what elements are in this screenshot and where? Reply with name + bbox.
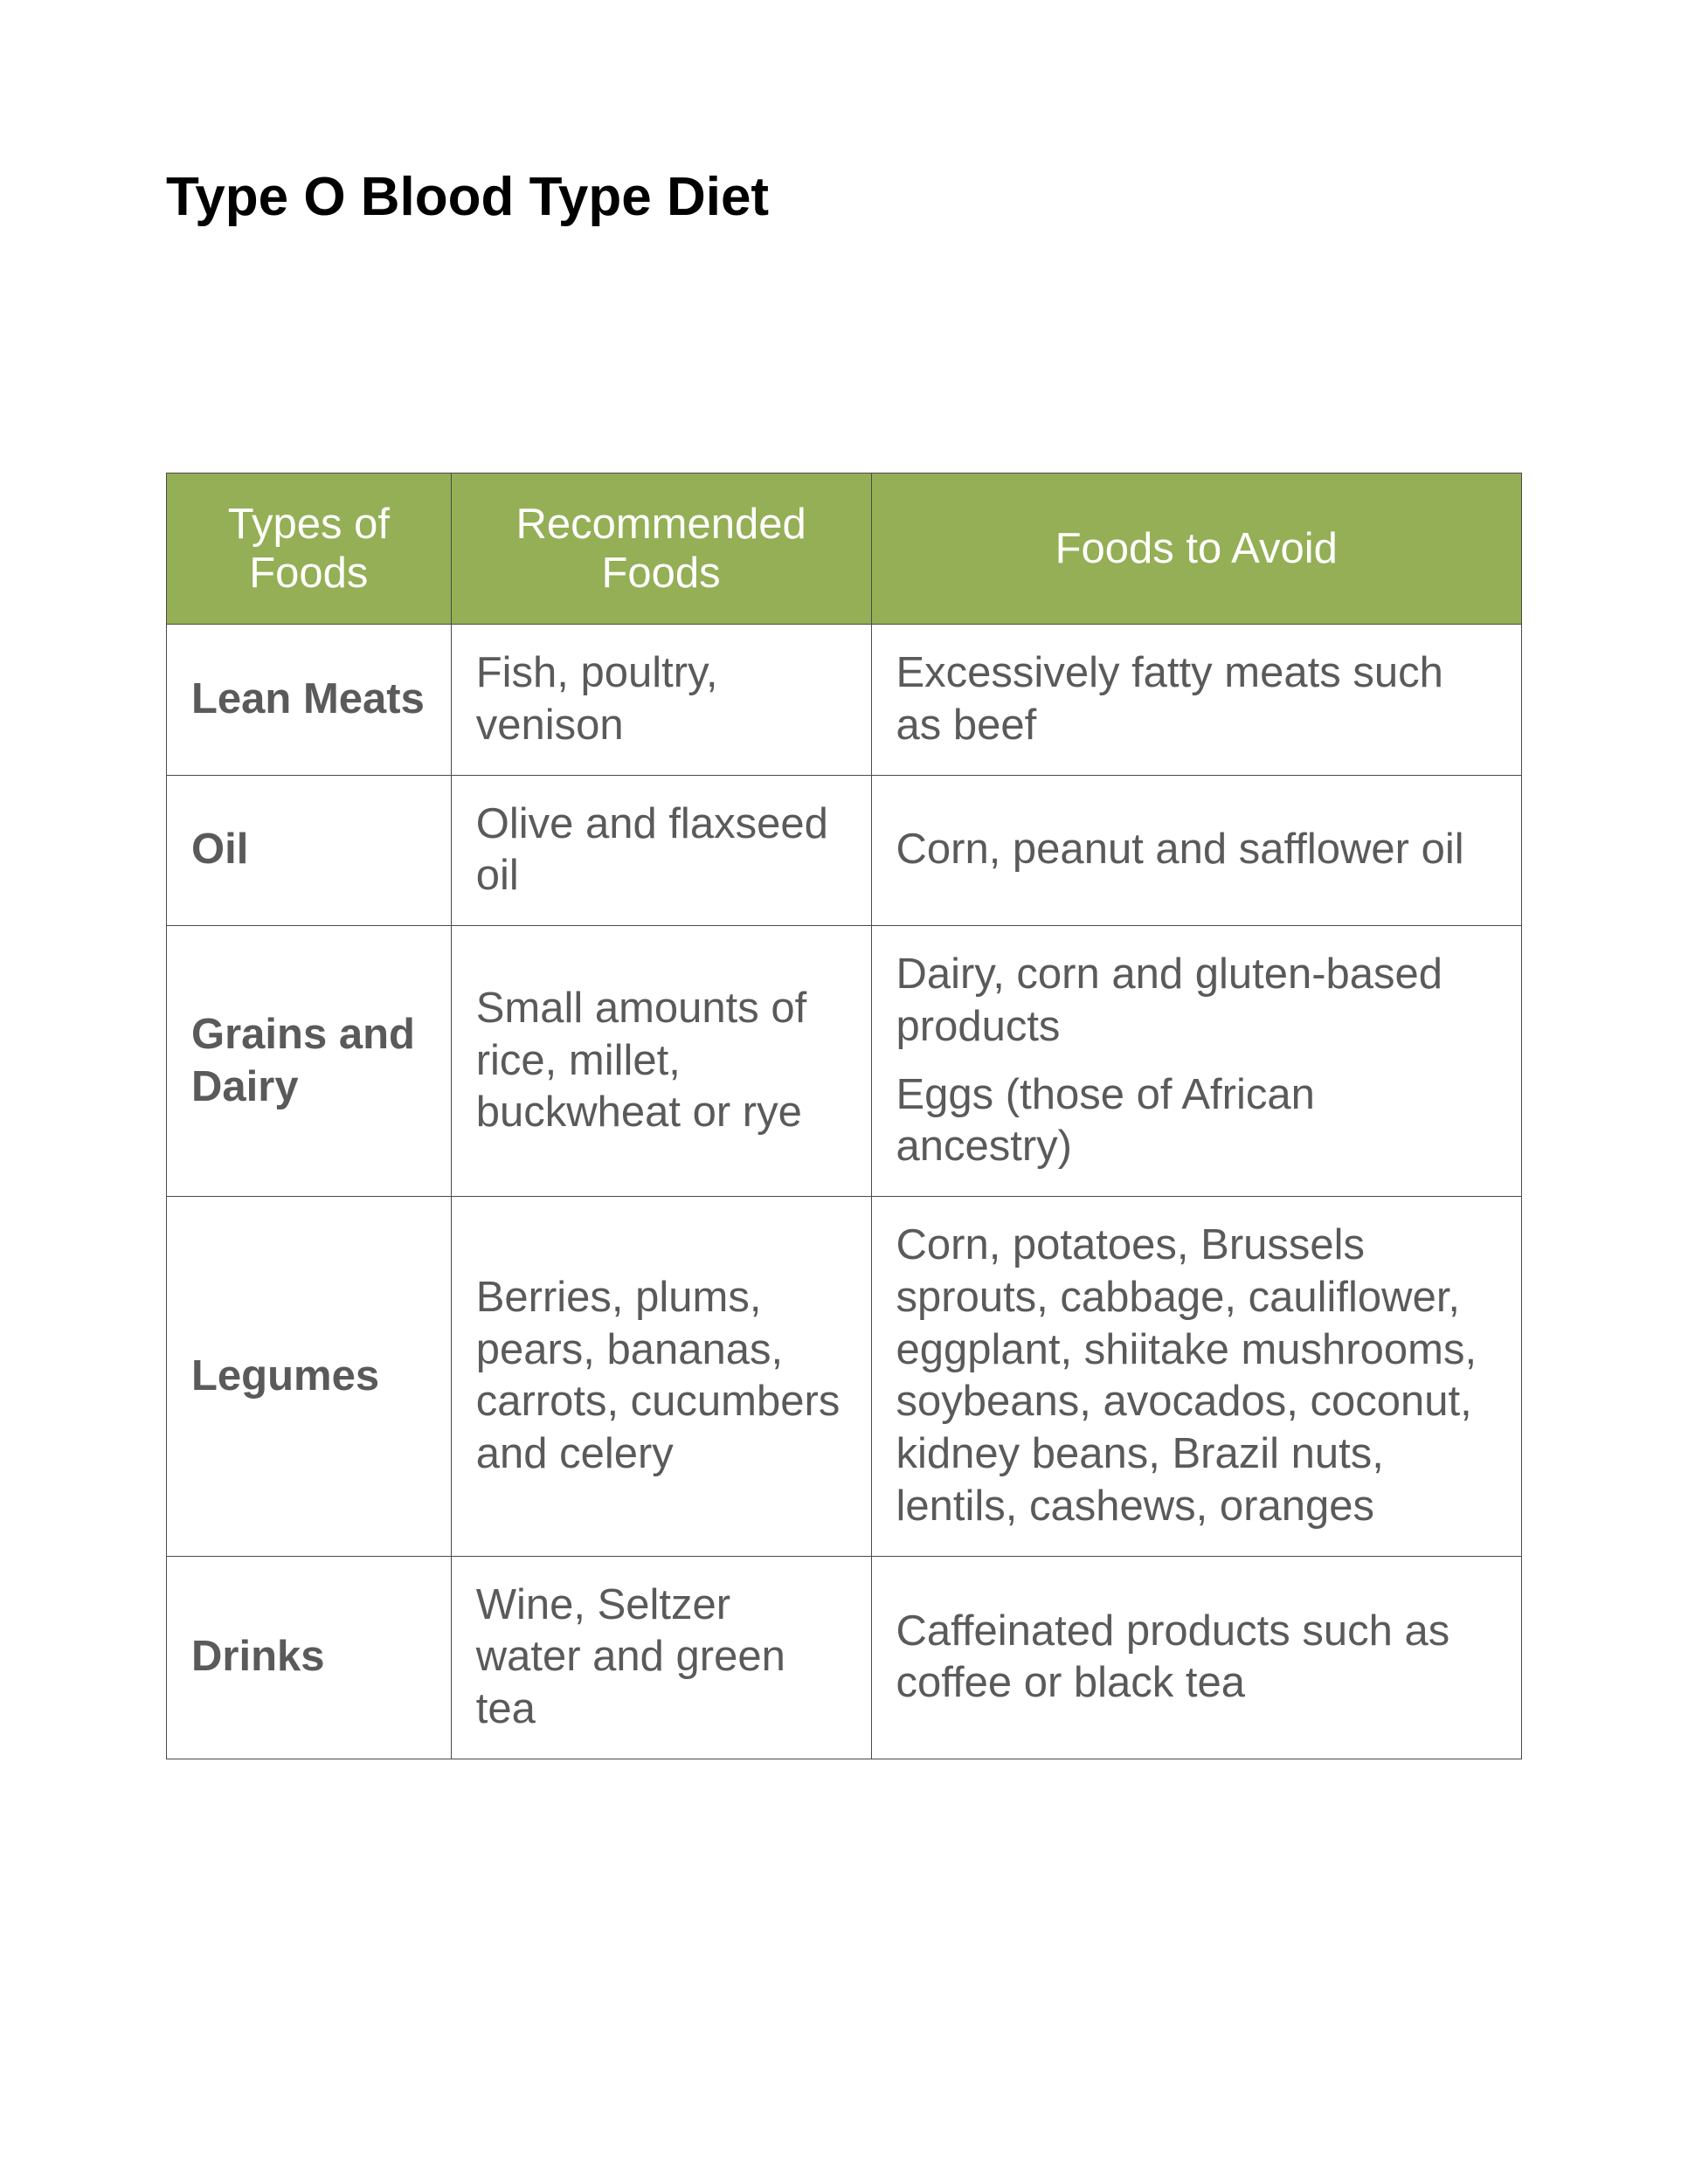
cell-recommended: Small amounts of rice, millet, buckwheat… [451,926,871,1197]
cell-category: Lean Meats [167,625,452,776]
diet-table: Types of Foods Recommended Foods Foods t… [166,473,1522,1759]
col-header-recommended: Recommended Foods [451,473,871,625]
cell-avoid: Dairy, corn and gluten-based products Eg… [871,926,1522,1197]
table-row: Grains and Dairy Small amounts of rice, … [167,926,1522,1197]
cell-recommended: Fish, poultry, venison [451,625,871,776]
cell-recommended: Wine, Seltzer water and green tea [451,1556,871,1759]
cell-avoid: Corn, potatoes, Brussels sprouts, cabbag… [871,1197,1522,1557]
diet-table-container: Types of Foods Recommended Foods Foods t… [166,473,1522,1759]
table-row: Drinks Wine, Seltzer water and green tea… [167,1556,1522,1759]
cell-category: Grains and Dairy [167,926,452,1197]
cell-avoid: Caffeinated products such as coffee or b… [871,1556,1522,1759]
cell-avoid: Corn, peanut and safflower oil [871,775,1522,926]
avoid-line: Eggs (those of African ancestry) [896,1069,1498,1174]
table-row: Legumes Berries, plums, pears, bananas, … [167,1197,1522,1557]
col-header-avoid: Foods to Avoid [871,473,1522,625]
table-header-row: Types of Foods Recommended Foods Foods t… [167,473,1522,625]
page-title: Type O Blood Type Diet [166,166,1522,228]
table-row: Oil Olive and flaxseed oil Corn, peanut … [167,775,1522,926]
avoid-line: Caffeinated products such as coffee or b… [896,1606,1498,1711]
avoid-line: Dairy, corn and gluten-based products [896,949,1498,1054]
avoid-line: Excessively fatty meats such as beef [896,647,1498,752]
cell-avoid: Excessively fatty meats such as beef [871,625,1522,776]
cell-recommended: Olive and flaxseed oil [451,775,871,926]
cell-category: Drinks [167,1556,452,1759]
cell-recommended: Berries, plums, pears, bananas, carrots,… [451,1197,871,1557]
table-row: Lean Meats Fish, poultry, venison Excess… [167,625,1522,776]
avoid-line: Corn, peanut and safflower oil [896,824,1498,876]
table-body: Lean Meats Fish, poultry, venison Excess… [167,625,1522,1759]
table-header: Types of Foods Recommended Foods Foods t… [167,473,1522,625]
avoid-line: Corn, potatoes, Brussels sprouts, cabbag… [896,1220,1498,1533]
cell-category: Oil [167,775,452,926]
cell-category: Legumes [167,1197,452,1557]
col-header-types: Types of Foods [167,473,452,625]
page: Type O Blood Type Diet Types of Foods Re… [0,0,1688,2184]
